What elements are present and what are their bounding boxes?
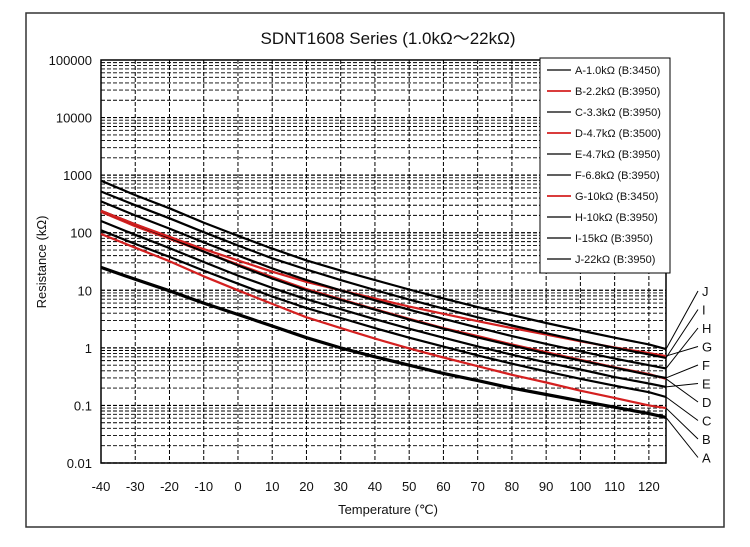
x-tick-label: -20 <box>160 479 179 494</box>
curve-label-D: D <box>702 395 711 410</box>
y-tick-label: 0.1 <box>74 398 92 413</box>
series-line-B <box>100 232 667 410</box>
series-line-C <box>100 229 667 399</box>
curve-label-J: J <box>702 284 709 299</box>
x-tick-label: 110 <box>604 479 625 494</box>
x-tick-label: -10 <box>194 479 213 494</box>
curve-label-C: C <box>702 414 711 429</box>
legend-label: D-4.7kΩ (B:3500) <box>575 128 661 140</box>
x-tick-label: 20 <box>299 479 313 494</box>
series-group <box>100 179 667 419</box>
x-tick-label: -40 <box>92 479 111 494</box>
leader-line-H <box>665 327 699 369</box>
x-tick-label: 80 <box>505 479 519 494</box>
curve-label-I: I <box>702 303 706 318</box>
x-axis-label: Temperature (℃) <box>338 502 438 517</box>
x-tick-label: 50 <box>402 479 416 494</box>
x-tick-label: 60 <box>436 479 450 494</box>
x-tick-label: -30 <box>126 479 145 494</box>
legend-label: F-6.8kΩ (B:3950) <box>575 170 660 182</box>
legend-label: H-10kΩ (B:3950) <box>575 212 658 224</box>
series-line-A <box>100 265 667 419</box>
x-tick-label: 0 <box>234 479 241 494</box>
x-tick-label: 100 <box>570 479 592 494</box>
series-line-E <box>100 219 667 388</box>
series-line-F <box>100 209 667 380</box>
legend-label: G-10kΩ (B:3450) <box>575 191 658 203</box>
y-axis-label: Resistance (kΩ) <box>34 216 49 309</box>
y-tick-label: 0.01 <box>67 456 92 471</box>
legend-label: C-3.3kΩ (B:3950) <box>575 107 661 119</box>
x-tick-label: 30 <box>333 479 347 494</box>
y-tick-label: 100 <box>70 226 92 241</box>
x-axis-ticks: -40 -30 -20 -10 0 10 20 30 40 50 60 70 80 90 100 110 120 <box>92 479 660 494</box>
x-tick-label: 120 <box>638 479 660 494</box>
leader-line-A <box>665 417 699 458</box>
y-tick-label: 10 <box>78 283 92 298</box>
x-tick-label: 40 <box>368 479 382 494</box>
curve-label-B: B <box>702 432 711 447</box>
curve-label-E: E <box>702 377 711 392</box>
leader-line-B <box>665 407 699 440</box>
leader-line-G <box>665 346 699 357</box>
curve-label-G: G <box>702 340 712 355</box>
leader-line-F <box>665 364 699 379</box>
curve-label-H: H <box>702 321 711 336</box>
legend-label: E-4.7kΩ (B:3950) <box>575 149 660 161</box>
leader-line-E <box>665 383 699 388</box>
chart-title: SDNT1608 Series (1.0kΩ～22kΩ) <box>260 29 515 48</box>
series-line-I <box>100 190 667 359</box>
leader-line-D <box>665 378 699 403</box>
x-tick-label: 10 <box>265 479 279 494</box>
leader-line-C <box>665 396 699 421</box>
series-line-J <box>100 179 667 351</box>
x-tick-label: 70 <box>470 479 484 494</box>
leader-line-J <box>665 290 699 350</box>
y-tick-label: 1 <box>85 341 92 356</box>
y-axis-ticks: 0.01 0.1 1 10 100 1000 10000 100000 <box>49 53 92 471</box>
legend: A-1.0kΩ (B:3450) B-2.2kΩ (B:3950) C-3.3kΩ … <box>539 57 671 274</box>
legend-box <box>539 57 671 274</box>
curve-label-A: A <box>702 451 711 466</box>
curve-label-F: F <box>702 358 710 373</box>
y-tick-label: 1000 <box>63 168 92 183</box>
x-tick-label: 90 <box>539 479 553 494</box>
legend-label: J-22kΩ (B:3950) <box>575 254 655 266</box>
legend-label: B-2.2kΩ (B:3950) <box>575 86 660 98</box>
leader-line-I <box>665 309 699 359</box>
legend-label: I-15kΩ (B:3950) <box>575 233 653 245</box>
y-tick-label: 100000 <box>49 53 92 68</box>
series-line-H <box>100 200 667 370</box>
y-tick-label: 10000 <box>56 111 92 126</box>
legend-label: A-1.0kΩ (B:3450) <box>575 65 660 77</box>
